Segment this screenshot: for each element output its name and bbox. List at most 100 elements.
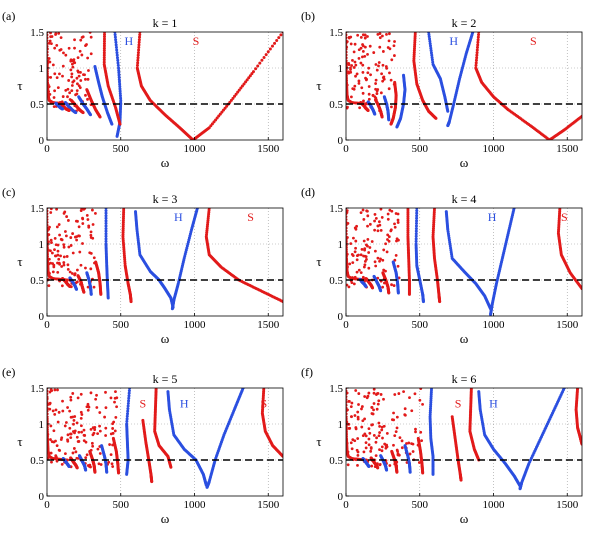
x-tick-label: 0 [343, 143, 349, 155]
spine-point [346, 229, 348, 233]
branch-0-point [279, 33, 283, 37]
cloud-point [51, 409, 55, 413]
branch-6-point [421, 471, 425, 475]
branch-1-point [518, 487, 522, 491]
cloud-point [396, 221, 400, 224]
spine-point [47, 426, 49, 429]
cloud-point [347, 285, 351, 289]
cloud-point [87, 405, 90, 409]
cloud-point [356, 437, 360, 440]
cloud-point [352, 282, 356, 286]
data-points [47, 388, 283, 489]
branch-9-point [60, 107, 64, 111]
cloud-point [114, 415, 118, 419]
branch-5-point [406, 231, 410, 235]
branch-4-point [104, 237, 108, 241]
cloud-point [62, 211, 66, 215]
branch-1-point [117, 78, 121, 82]
cloud-point [63, 452, 67, 456]
cloud-point [367, 437, 371, 441]
region-label-H: H [488, 210, 497, 224]
cloud-point [367, 251, 371, 254]
branch-0-point [475, 48, 479, 52]
cloud-point [369, 449, 373, 453]
branch-3-point [428, 39, 432, 43]
cloud-point [68, 409, 72, 413]
cloud-point [350, 95, 353, 99]
spine-point [47, 72, 49, 76]
cloud-point [377, 421, 381, 425]
cloud-point [77, 84, 81, 88]
region-label-S: S [193, 34, 200, 48]
cloud-point [86, 285, 90, 289]
spine-point [47, 248, 49, 252]
cloud-point [379, 91, 383, 95]
spine-point [47, 50, 49, 54]
cloud-point [55, 459, 59, 463]
cloud-point [395, 415, 399, 419]
cloud-point [49, 388, 53, 391]
cloud-point [408, 396, 411, 400]
branch-5-point [406, 220, 410, 224]
branch-7-point [82, 290, 86, 294]
branch-1-point [446, 124, 450, 128]
cloud-point [420, 439, 424, 443]
cloud-point [361, 43, 364, 46]
branch-0-point [474, 61, 478, 65]
cloud-point [67, 219, 70, 222]
branch-1-point [118, 94, 122, 98]
cloud-point [374, 440, 378, 444]
branch-6-point [117, 471, 121, 475]
cloud-point [378, 448, 381, 452]
panel-title: k = 5 [153, 372, 178, 386]
cloud-point [363, 259, 367, 263]
y-axis-label: τ [17, 254, 22, 269]
cloud-point [70, 75, 74, 79]
spine-point [346, 232, 348, 236]
cloud-point [56, 388, 59, 392]
branch-4-point [104, 211, 108, 215]
cloud-point [365, 396, 369, 400]
y-tick-label: 1.5 [30, 203, 44, 215]
cloud-point [56, 253, 60, 257]
cloud-point [354, 239, 358, 243]
branch-4-point [104, 219, 108, 223]
cloud-point [56, 420, 60, 424]
cloud-point [104, 434, 108, 437]
cloud-point [48, 390, 52, 394]
cloud-point [382, 268, 386, 272]
spine-point [47, 424, 49, 427]
y-tick-label: 1.5 [329, 27, 343, 39]
x-tick-label: 1000 [184, 143, 207, 155]
cloud-point [363, 263, 367, 267]
cloud-point [91, 444, 95, 448]
branch-0-point [266, 50, 270, 54]
cloud-point [375, 407, 379, 411]
cloud-point [390, 283, 393, 287]
cloud-point [79, 416, 83, 420]
cloud-point [50, 440, 54, 444]
cloud-point [55, 76, 59, 80]
cloud-point [86, 408, 90, 412]
y-tick-label: 0.5 [329, 275, 343, 287]
cloud-point [109, 396, 113, 400]
spine-point [47, 74, 49, 78]
cloud-point [77, 74, 81, 78]
cloud-point [351, 58, 354, 62]
cloud-point [84, 440, 88, 444]
cloud-point [89, 230, 93, 234]
cloud-point [397, 238, 400, 242]
y-tick-label: 0 [39, 311, 45, 323]
y-tick-label: 0 [39, 135, 45, 147]
branch-5-point [406, 210, 410, 214]
branch-0-point [273, 41, 277, 45]
cloud-point [373, 228, 377, 232]
cloud-point [48, 225, 51, 229]
branch-0-point [476, 35, 480, 39]
region-label-S: S [247, 210, 254, 224]
cloud-point [361, 70, 365, 74]
cloud-point [91, 208, 94, 212]
cloud-point [82, 208, 86, 211]
branch-5-point [406, 212, 410, 216]
y-axis-label: τ [17, 434, 22, 449]
